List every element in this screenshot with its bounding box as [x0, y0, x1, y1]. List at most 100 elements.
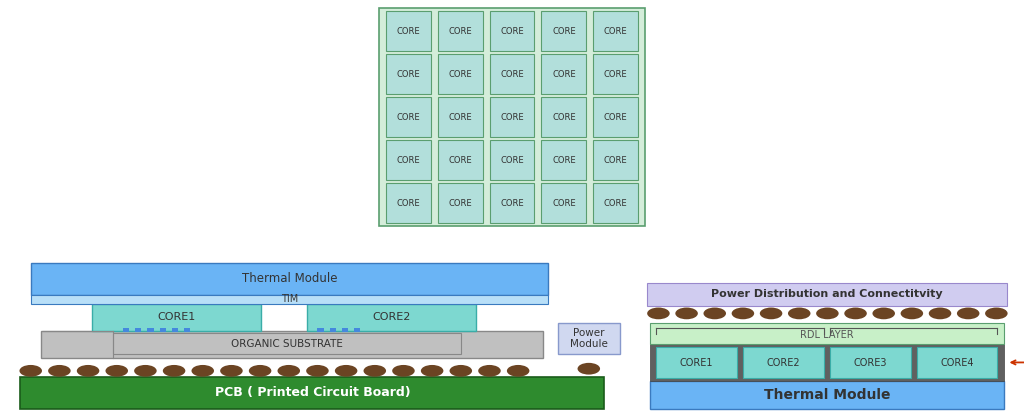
Ellipse shape [788, 308, 811, 319]
Bar [593, 54, 638, 94]
Bar [438, 11, 482, 52]
Bar [558, 323, 620, 354]
Text: CORE: CORE [552, 113, 575, 122]
Text: CORE: CORE [604, 70, 628, 79]
Ellipse shape [191, 365, 214, 377]
Ellipse shape [901, 308, 924, 319]
Text: CORE: CORE [604, 199, 628, 208]
Ellipse shape [872, 308, 895, 319]
Bar [542, 183, 586, 223]
Text: CORE: CORE [449, 113, 472, 122]
Bar [829, 347, 910, 378]
Bar [135, 328, 141, 332]
Text: CORE1: CORE1 [680, 358, 714, 367]
Ellipse shape [134, 365, 157, 377]
Bar [20, 377, 604, 409]
Bar [386, 54, 431, 94]
Ellipse shape [163, 365, 185, 377]
Bar [123, 328, 129, 332]
Bar [184, 328, 190, 332]
Text: CORE: CORE [449, 156, 472, 165]
Bar [113, 333, 461, 354]
Bar [656, 347, 737, 378]
Bar [593, 140, 638, 180]
Text: CORE: CORE [500, 156, 524, 165]
Bar [386, 183, 431, 223]
Text: CORE: CORE [552, 70, 575, 79]
Bar [916, 347, 997, 378]
Text: CORE: CORE [396, 113, 420, 122]
Ellipse shape [578, 363, 600, 375]
Text: CORE: CORE [500, 113, 524, 122]
Bar [489, 183, 535, 223]
Bar [438, 54, 482, 94]
Text: CORE: CORE [552, 156, 575, 165]
Text: CORE: CORE [552, 199, 575, 208]
Text: Thermal Module: Thermal Module [764, 388, 890, 402]
Text: ORGANIC SUBSTRATE: ORGANIC SUBSTRATE [230, 339, 343, 349]
Bar [342, 328, 348, 332]
Ellipse shape [816, 308, 839, 319]
Ellipse shape [676, 308, 698, 319]
Bar [542, 54, 586, 94]
Text: CORE: CORE [396, 199, 420, 208]
Bar [438, 183, 482, 223]
Text: CORE: CORE [449, 199, 472, 208]
Bar [743, 347, 823, 378]
Text: Power Distribution and Connectitvity: Power Distribution and Connectitvity [711, 290, 943, 299]
Ellipse shape [364, 365, 386, 377]
Ellipse shape [19, 365, 42, 377]
Ellipse shape [77, 365, 99, 377]
Bar [593, 97, 638, 137]
Bar [593, 183, 638, 223]
Bar [542, 140, 586, 180]
Ellipse shape [450, 365, 472, 377]
Bar [650, 323, 1004, 344]
Ellipse shape [220, 365, 243, 377]
Bar [438, 97, 482, 137]
Text: Thermal Module: Thermal Module [242, 272, 337, 285]
Text: CORE: CORE [500, 199, 524, 208]
Text: TIM: TIM [281, 294, 298, 304]
Bar [489, 97, 535, 137]
Bar [41, 331, 543, 358]
Bar [489, 140, 535, 180]
Text: CORE: CORE [500, 27, 524, 36]
Bar [307, 304, 476, 331]
Text: CORE1: CORE1 [158, 313, 196, 322]
Text: CORE: CORE [500, 70, 524, 79]
Ellipse shape [929, 308, 951, 319]
Bar [647, 283, 1007, 306]
Text: CORE4: CORE4 [940, 358, 974, 367]
Text: CORE: CORE [552, 27, 575, 36]
Ellipse shape [335, 365, 357, 377]
Bar [542, 97, 586, 137]
Bar [147, 328, 154, 332]
Text: CORE: CORE [396, 27, 420, 36]
Bar [650, 381, 1004, 409]
Text: CORE: CORE [604, 27, 628, 36]
Text: CORE: CORE [449, 27, 472, 36]
Ellipse shape [844, 308, 866, 319]
Ellipse shape [507, 365, 529, 377]
Bar [92, 304, 261, 331]
Text: PCB ( Printed Circuit Board): PCB ( Printed Circuit Board) [214, 386, 411, 399]
Text: CORE: CORE [396, 156, 420, 165]
Text: RDL LAYER: RDL LAYER [800, 330, 854, 340]
Ellipse shape [421, 365, 443, 377]
Bar [330, 328, 336, 332]
Bar [489, 11, 535, 52]
Bar [542, 11, 586, 52]
Bar [593, 11, 638, 52]
Text: Power
Module: Power Module [570, 328, 607, 349]
Bar [31, 263, 548, 295]
Text: CORE: CORE [396, 70, 420, 79]
Bar [172, 328, 178, 332]
Text: CORE: CORE [449, 70, 472, 79]
Bar [317, 328, 324, 332]
Ellipse shape [392, 365, 415, 377]
Ellipse shape [48, 365, 71, 377]
Bar [386, 97, 431, 137]
Bar [379, 8, 645, 226]
Ellipse shape [703, 308, 726, 319]
